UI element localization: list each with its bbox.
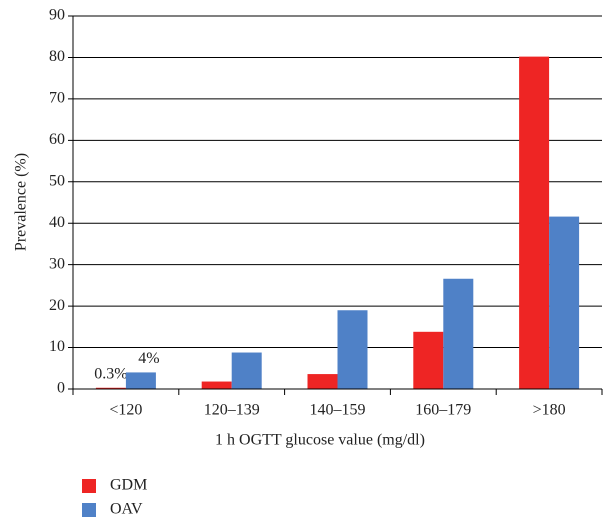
y-axis-label: Prevalence (%)	[13, 153, 30, 251]
x-tick-label: 140–159	[310, 402, 366, 419]
y-tick-label: 50	[49, 172, 65, 189]
bar	[519, 56, 550, 390]
x-tick-label: 160–179	[415, 402, 471, 419]
y-tick-label: 60	[49, 131, 65, 148]
legend-label: GDM	[110, 477, 147, 494]
bar	[125, 372, 156, 389]
x-axis-label: 1 h OGTT glucose value (mg/dl)	[215, 432, 425, 449]
legend-swatch	[82, 479, 96, 493]
bar	[337, 310, 368, 389]
y-tick-label: 80	[49, 48, 65, 65]
bar	[443, 278, 474, 389]
legend-swatch	[82, 503, 96, 517]
y-tick-label: 20	[49, 297, 65, 314]
bar	[95, 387, 126, 389]
y-tick-label: 40	[49, 214, 65, 231]
y-tick-label: 90	[49, 7, 65, 24]
y-tick-label: 30	[49, 255, 65, 272]
y-tick-label: 10	[49, 338, 65, 355]
y-tick-label: 0	[57, 380, 65, 397]
legend-label: OAV	[110, 501, 143, 518]
value-label: 0.3%	[94, 365, 127, 382]
bar	[413, 331, 444, 389]
y-tick-label: 70	[49, 90, 65, 107]
x-tick-label: 120–139	[204, 402, 260, 419]
bar	[549, 216, 580, 389]
bar	[201, 381, 232, 389]
x-tick-label: <120	[109, 402, 142, 419]
value-label: 4%	[138, 350, 159, 367]
bar	[307, 374, 338, 389]
bar	[231, 352, 262, 389]
x-tick-label: >180	[533, 402, 566, 419]
